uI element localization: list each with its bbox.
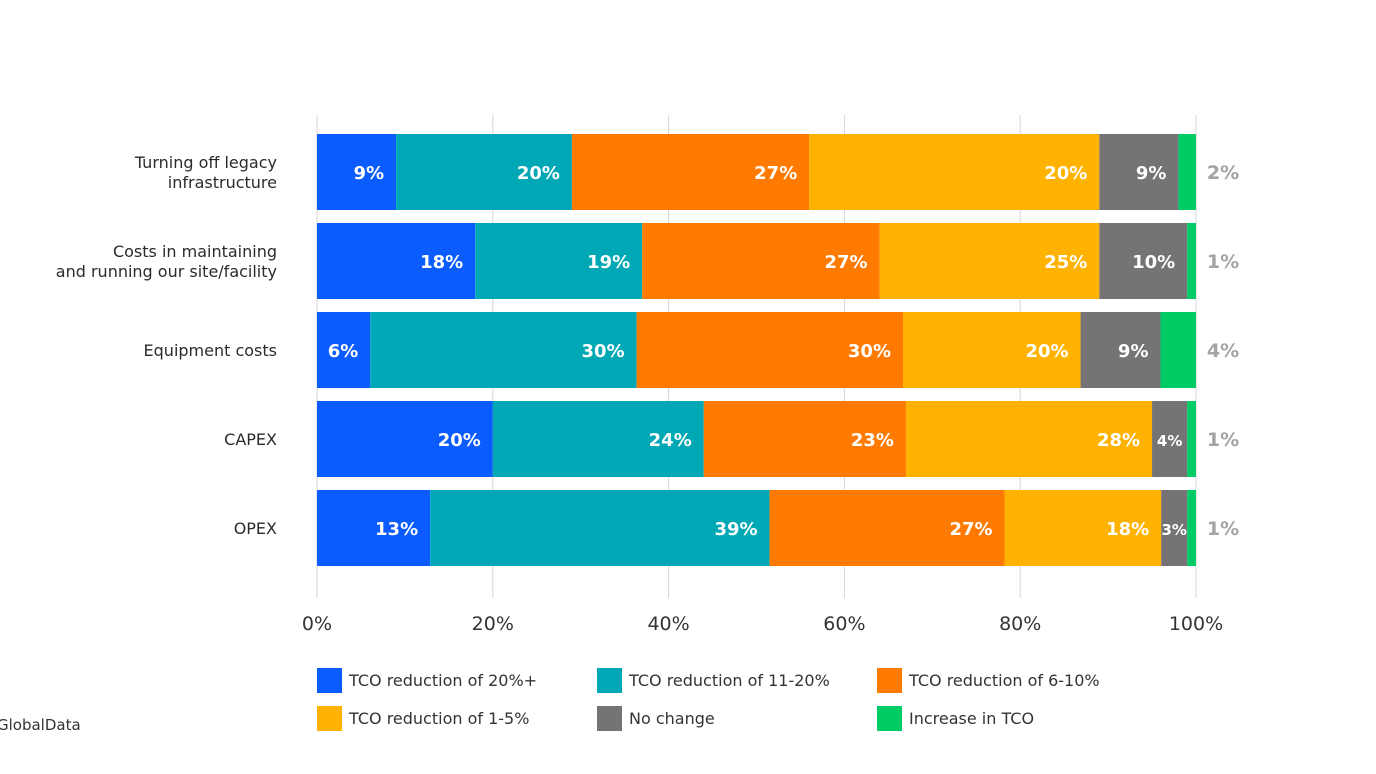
bar-segment — [642, 223, 880, 299]
legend-swatch — [597, 706, 622, 731]
bar-segment — [903, 312, 1081, 388]
bar-segment — [396, 134, 572, 210]
legend: TCO reduction of 20%+ TCO reduction of 11… — [317, 668, 1100, 731]
data-label: 20% — [1025, 341, 1068, 362]
legend-entry: No change — [629, 709, 715, 728]
bar-segment — [1178, 134, 1196, 210]
x-tick-label: 40% — [647, 613, 689, 635]
bar-segment — [317, 490, 431, 566]
category-label: Equipment costs — [144, 341, 277, 360]
bar-segment — [317, 223, 476, 299]
bar-segment — [1187, 401, 1196, 477]
x-tick-label: 80% — [999, 613, 1041, 635]
category-label: Turning off legacy — [134, 153, 277, 172]
data-label: 30% — [582, 341, 625, 362]
legend-swatch — [317, 706, 342, 731]
bar-segment — [879, 223, 1100, 299]
data-label: 27% — [754, 163, 797, 184]
bar-segment — [475, 223, 643, 299]
bar-segment — [1099, 134, 1179, 210]
legend-swatch — [317, 668, 342, 693]
data-label: 39% — [714, 519, 757, 540]
bar-segment — [317, 312, 371, 388]
data-label: 4% — [1157, 432, 1182, 450]
bar-segment — [703, 401, 906, 477]
data-label: 9% — [1118, 341, 1149, 362]
source-label: GlobalData — [0, 716, 81, 734]
bar-segment — [809, 134, 1100, 210]
bar-segment — [1187, 223, 1196, 299]
bar-segment — [1004, 490, 1162, 566]
bar-segment — [317, 401, 493, 477]
data-label: 27% — [824, 252, 867, 273]
data-label: 18% — [1106, 519, 1149, 540]
data-label: 30% — [848, 341, 891, 362]
legend-swatch — [597, 668, 622, 693]
bar-segment — [370, 312, 637, 388]
bar-segment — [769, 490, 1005, 566]
category-label: CAPEX — [224, 430, 277, 449]
data-label: 20% — [438, 430, 481, 451]
data-label: 6% — [328, 341, 359, 362]
data-label: 1% — [1207, 429, 1239, 451]
data-label: 19% — [587, 252, 630, 273]
legend-swatch — [877, 706, 902, 731]
bar-segment — [1080, 312, 1161, 388]
data-label: 1% — [1207, 518, 1239, 540]
data-label: 23% — [851, 430, 894, 451]
x-tick-label: 60% — [823, 613, 865, 635]
legend-entry: TCO reduction of 1-5% — [348, 709, 529, 728]
bar-segment — [1152, 401, 1188, 477]
legend-entry: TCO reduction of 6-10% — [908, 671, 1100, 690]
data-label: 28% — [1097, 430, 1140, 451]
data-label: 10% — [1132, 252, 1175, 273]
category-label: infrastructure — [168, 173, 277, 192]
bar-segment — [1161, 490, 1188, 566]
category-label: Costs in maintaining — [113, 242, 277, 261]
data-label: 1% — [1207, 251, 1239, 273]
data-label: 9% — [354, 163, 385, 184]
data-label: 2% — [1207, 162, 1239, 184]
data-label: 20% — [517, 163, 560, 184]
bar-segment — [1099, 223, 1188, 299]
x-tick-label: 100% — [1169, 613, 1223, 635]
data-label: 4% — [1207, 340, 1239, 362]
bar-segment — [1160, 312, 1196, 388]
legend-entry: TCO reduction of 20%+ — [348, 671, 537, 690]
bar-segment — [430, 490, 770, 566]
legend-entry: TCO reduction of 11-20% — [628, 671, 830, 690]
data-label: 9% — [1136, 163, 1167, 184]
x-tick-label: 0% — [302, 613, 332, 635]
bar-segment — [1187, 490, 1196, 566]
bar-segment — [571, 134, 810, 210]
x-axis-ticks: 0% 20% 40% 60% 80% 100% — [302, 613, 1223, 635]
data-label: 20% — [1044, 163, 1087, 184]
bar-segment — [636, 312, 903, 388]
data-label: 24% — [649, 430, 692, 451]
data-label: 13% — [375, 519, 418, 540]
data-label: 25% — [1044, 252, 1087, 273]
bar-segment — [905, 401, 1153, 477]
data-label: 18% — [420, 252, 463, 273]
bar-segment — [317, 134, 397, 210]
data-label: 27% — [949, 519, 992, 540]
data-label: 3% — [1162, 521, 1187, 539]
legend-swatch — [877, 668, 902, 693]
legend-entry: Increase in TCO — [909, 709, 1034, 728]
bars: 9% 20% 27% 20% 9% 2% 18% 19% 27% 25% 10% 1% 6% 30% 30%… — [317, 134, 1239, 566]
category-label: OPEX — [234, 519, 277, 538]
category-label: and running our site/facility — [56, 262, 277, 281]
bar-segment — [492, 401, 704, 477]
x-tick-label: 20% — [472, 613, 514, 635]
